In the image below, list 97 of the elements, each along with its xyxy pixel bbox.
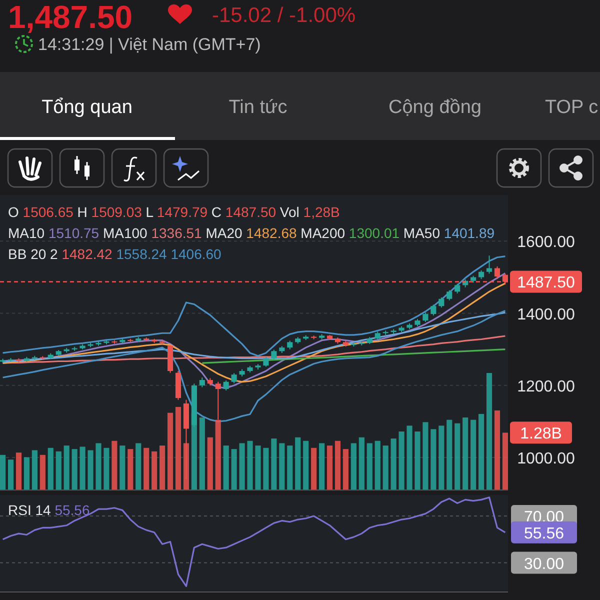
- candlestick: [430, 304, 436, 316]
- text: 1,487.50: [8, 0, 133, 35]
- annotation: BB 20 2 1482.42 1558.24 1406.60: [8, 246, 222, 262]
- text: 1.28B: [520, 426, 562, 443]
- bar: [342, 449, 348, 490]
- bar: [247, 440, 253, 490]
- candlestick: [446, 290, 452, 301]
- bar: [136, 443, 142, 490]
- candlestick: [223, 380, 229, 391]
- line-series: [2, 312, 506, 363]
- annotation: RSI 14 55.56: [8, 502, 90, 518]
- text: 55.56: [524, 525, 564, 542]
- y-tick-label: 1600.00: [517, 234, 576, 252]
- candlestick: [422, 312, 428, 322]
- candlestick: [486, 255, 492, 274]
- bar: [334, 440, 341, 490]
- bar: [382, 446, 388, 490]
- bar: [64, 446, 70, 490]
- bar: [104, 448, 110, 490]
- bar: [462, 417, 468, 490]
- bar: [231, 449, 237, 490]
- bar: [128, 449, 134, 490]
- bar: [374, 440, 380, 490]
- bar: [502, 432, 508, 490]
- text: Tin tức: [228, 97, 288, 118]
- text: Tổng quan: [42, 97, 132, 118]
- bar: [56, 451, 62, 490]
- candlestick: [263, 356, 269, 368]
- text: MA10 1510.75 MA100 1336.51 MA20 1482.68 MA200 1300.01 MA50 1401.89: [8, 225, 495, 241]
- bar: [8, 460, 14, 490]
- line-series: [2, 335, 506, 364]
- bar: [406, 426, 412, 490]
- bar: [255, 446, 261, 490]
- bar: [199, 417, 205, 490]
- bar: [175, 406, 182, 490]
- text: Cộng đồng: [388, 97, 482, 118]
- y-tick-label: 1000.00: [517, 450, 576, 468]
- bar: [414, 432, 420, 490]
- bar: [72, 449, 78, 490]
- bar: [32, 450, 38, 490]
- text: -15.02 / -1.00%: [212, 4, 356, 27]
- bar: [303, 440, 309, 490]
- line-series: [2, 310, 506, 422]
- bar: [16, 452, 22, 490]
- bar: [295, 437, 301, 490]
- ref-line-label: 1487.50: [517, 274, 576, 292]
- bar: [430, 429, 436, 490]
- text: 14:31:29 | Việt Nam (GMT+7): [38, 35, 261, 54]
- bar: [390, 438, 396, 490]
- bar: [271, 438, 277, 490]
- bar: [350, 443, 356, 490]
- y-tick-label: 1200.00: [517, 378, 576, 396]
- line-series: [2, 496, 506, 587]
- bar: [318, 443, 325, 490]
- bar: [494, 410, 500, 490]
- bar: [478, 414, 484, 490]
- bar: [80, 446, 86, 490]
- text: TOP c: [545, 97, 598, 118]
- y-tick-label: 1400.00: [517, 306, 576, 324]
- candlestick: [454, 283, 460, 294]
- line-series: [201, 348, 506, 364]
- bar: [24, 457, 30, 490]
- bar: [160, 446, 166, 490]
- candlestick: [494, 266, 500, 280]
- bar: [144, 448, 150, 490]
- bar: [422, 422, 428, 490]
- bar: [486, 373, 492, 490]
- bar: [112, 440, 118, 490]
- bar: [358, 437, 364, 490]
- bar: [0, 454, 6, 490]
- bar: [88, 450, 94, 490]
- bar: [263, 448, 269, 490]
- candlestick: [271, 349, 277, 360]
- bar: [239, 443, 245, 490]
- bar: [279, 443, 285, 490]
- bar: [446, 420, 452, 490]
- bar: [48, 448, 54, 490]
- bar: [438, 426, 444, 490]
- candlestick: [231, 372, 237, 384]
- bar: [223, 446, 229, 490]
- bar: [207, 437, 213, 490]
- bar: [366, 443, 372, 490]
- candlestick: [199, 376, 205, 388]
- text: O 1506.65 H 1509.03 L 1479.79 C 1487.50 Vol 1,28B: [8, 204, 340, 220]
- bar: [454, 423, 460, 490]
- candlestick: [438, 296, 444, 308]
- bar: [326, 446, 333, 490]
- bar: [167, 412, 174, 490]
- bar: [152, 451, 158, 490]
- bar: [96, 443, 102, 490]
- bar: [287, 446, 293, 490]
- y-tick-label: 30.00: [524, 556, 564, 573]
- bar: [311, 448, 317, 490]
- bar: [40, 454, 46, 490]
- bar: [120, 446, 126, 490]
- bar: [470, 420, 476, 490]
- bar: [398, 432, 404, 490]
